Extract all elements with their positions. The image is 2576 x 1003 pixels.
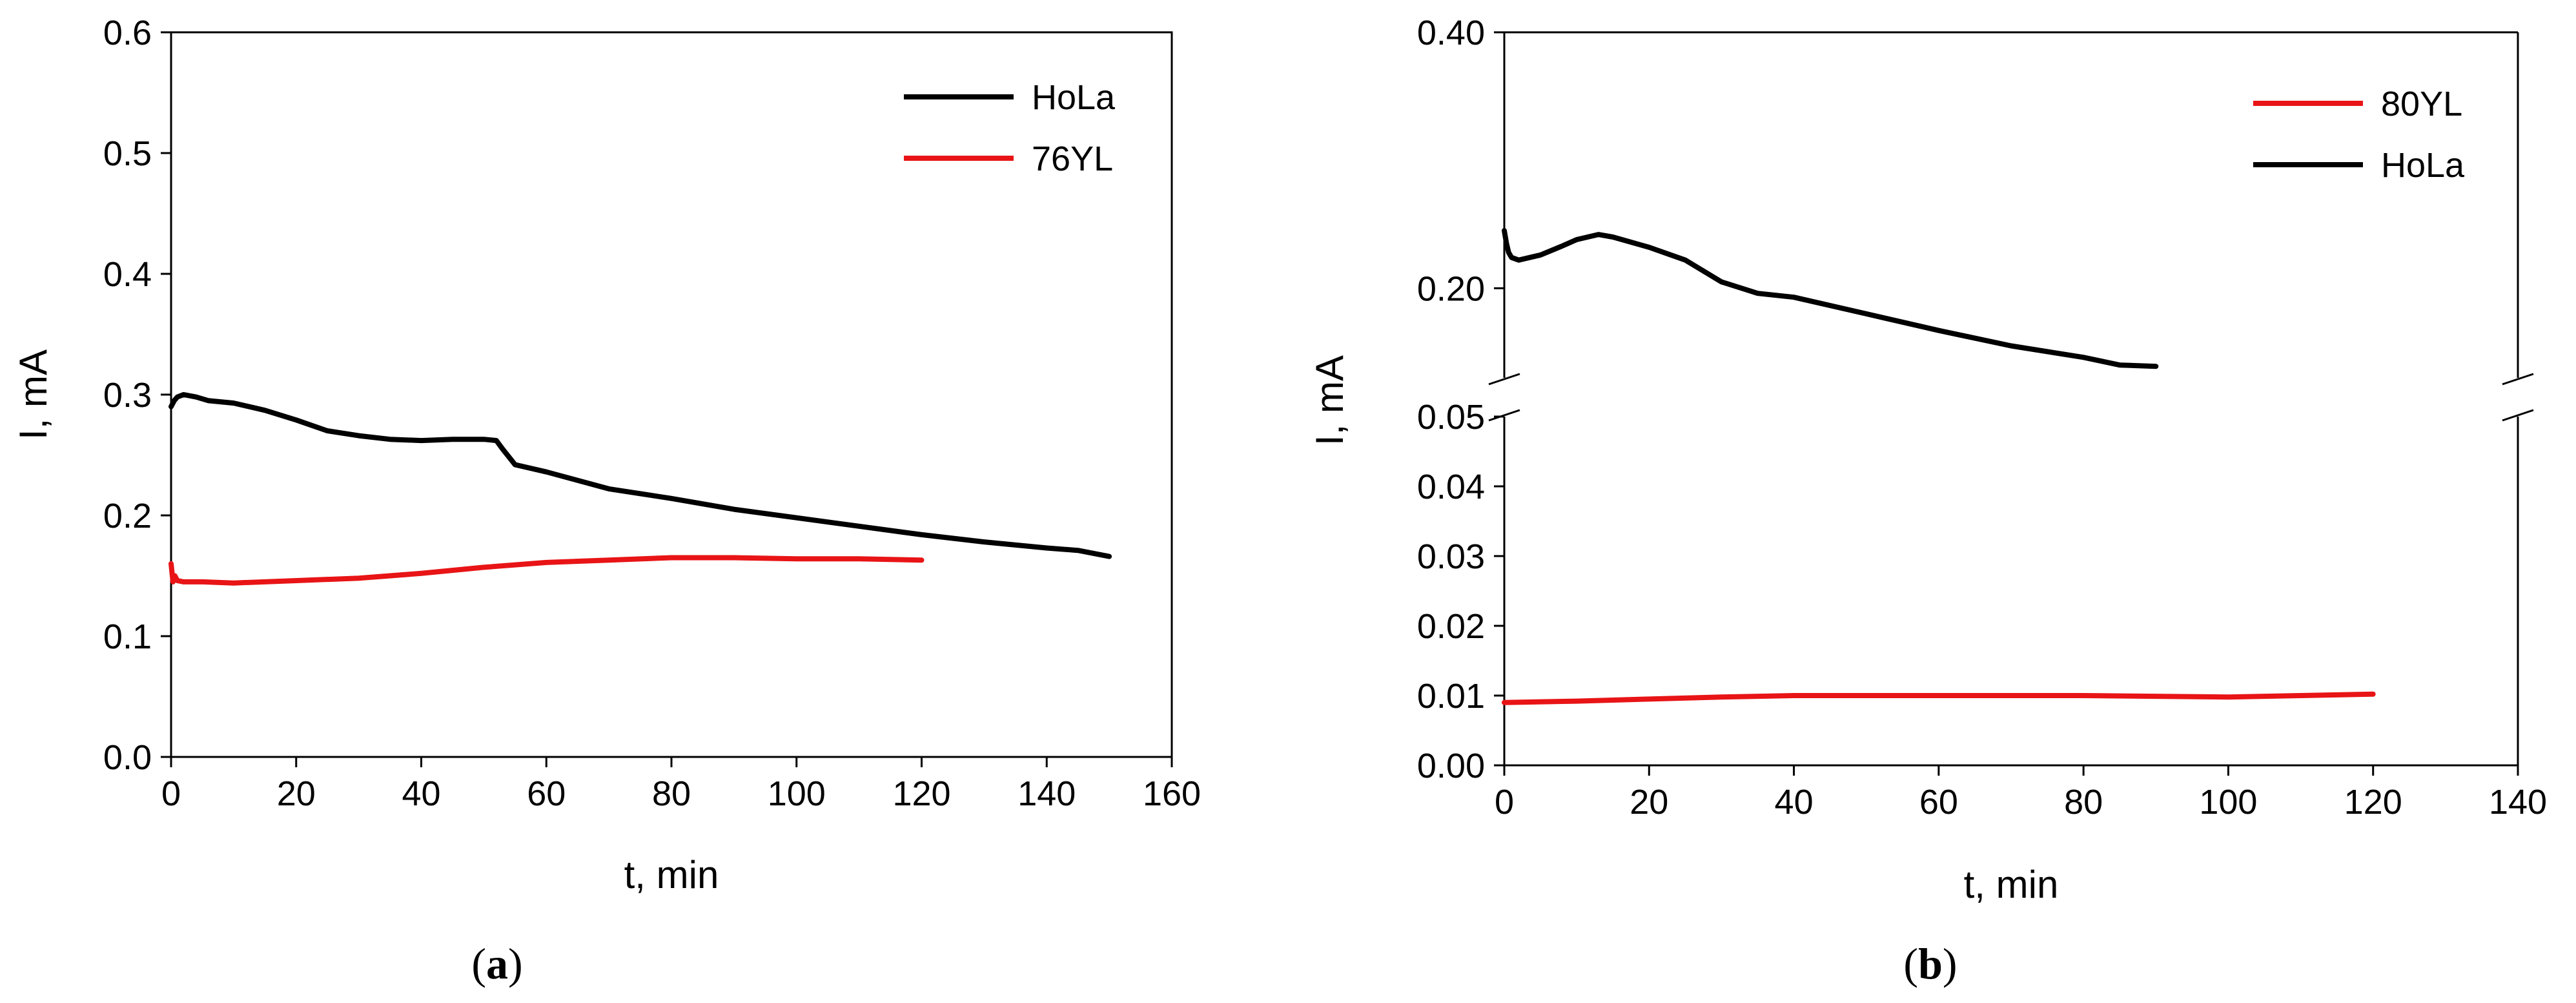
- x-tick-label: 20: [1630, 783, 1668, 822]
- series-line-76yl: [169, 555, 925, 586]
- y-tick-label: 0.05: [1417, 398, 1485, 437]
- panel-b-caption: (b): [1903, 939, 1957, 988]
- x-tick-label: 40: [1775, 783, 1814, 822]
- x-tick-label: 0: [1495, 783, 1514, 822]
- y-tick-label: 0.3: [103, 376, 152, 415]
- y-axis-label: I, mA: [12, 349, 55, 440]
- y-tick-label: 0.20: [1417, 269, 1485, 308]
- y-tick-label: 0.01: [1417, 677, 1485, 716]
- series-line-hola: [169, 392, 1112, 559]
- x-tick-label: 60: [1919, 783, 1958, 822]
- x-axis-label: t, min: [1964, 863, 2059, 906]
- x-tick-label: 80: [2064, 783, 2103, 822]
- axis-break-mark: [2502, 373, 2534, 386]
- y-tick-label: 0.1: [103, 617, 152, 656]
- plot-frame: [170, 31, 1173, 758]
- y-tick-label: 0.6: [103, 14, 152, 52]
- x-tick-label: 80: [652, 774, 691, 813]
- panel-a-caption: (a): [471, 939, 522, 988]
- x-tick-label: 160: [1143, 774, 1201, 813]
- axis-break-mark: [1488, 373, 1520, 386]
- x-tick-label: 60: [527, 774, 566, 813]
- legend-label-hola: HoLa: [1032, 78, 1116, 117]
- x-tick-label: 120: [892, 774, 950, 813]
- series-line-hola: [1502, 228, 2159, 369]
- y-tick-label: 0.5: [103, 134, 152, 173]
- y-tick-label: 0.2: [103, 497, 152, 535]
- legend-label-80yl: 80YL: [2381, 85, 2462, 123]
- y-tick-label: 0.02: [1417, 607, 1485, 646]
- x-tick-label: 140: [1017, 774, 1076, 813]
- x-tick-label: 40: [402, 774, 440, 813]
- x-tick-label: 0: [161, 774, 181, 813]
- y-tick-label: 0.0: [103, 738, 152, 777]
- axis-break-mark: [1488, 409, 1520, 422]
- panel-a: 0 20 40 60 80 100 120 140 160 0.0 0.1 0.2 0.3 0.4 0.5 0…: [12, 14, 1201, 896]
- y-tick-label: 0.00: [1417, 747, 1485, 785]
- legend-label-76yl: 76YL: [1032, 140, 1113, 178]
- x-tick-label: 120: [2344, 783, 2402, 822]
- y-tick-label: 0.4: [103, 255, 152, 294]
- x-tick-label: 100: [2199, 783, 2257, 822]
- axis-break-mark: [2502, 409, 2534, 422]
- panel-b: 0 20 40 60 80 100 120 140 0.00 0.01 0.02 0.03 0.04 0.…: [1308, 14, 2547, 906]
- y-tick-label: 0.03: [1417, 537, 1485, 576]
- series-line-80yl: [1502, 691, 2376, 705]
- x-tick-label: 100: [768, 774, 826, 813]
- y-tick-label: 0.40: [1417, 14, 1485, 52]
- y-axis-label: I, mA: [1308, 355, 1351, 446]
- x-axis-label: t, min: [624, 853, 719, 896]
- x-tick-label: 140: [2489, 783, 2547, 822]
- y-tick-label: 0.04: [1417, 468, 1485, 506]
- x-tick-label: 20: [277, 774, 316, 813]
- legend-label-hola: HoLa: [2381, 146, 2465, 185]
